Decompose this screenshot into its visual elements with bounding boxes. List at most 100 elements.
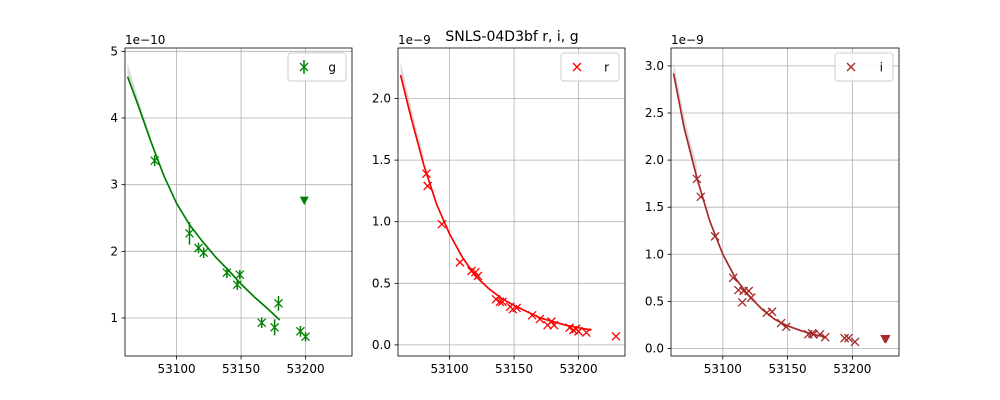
x-marker-stroke	[710, 231, 720, 241]
data-point	[535, 314, 545, 324]
x-marker-stroke	[222, 268, 232, 278]
x-marker-stroke	[746, 293, 756, 303]
grid	[398, 48, 625, 356]
x-marker-stroke	[844, 333, 853, 343]
x-marker-stroke	[535, 314, 545, 324]
x-marker-stroke	[850, 337, 860, 347]
axes-frame	[124, 47, 353, 357]
upper-limit-marker	[881, 335, 891, 344]
y-tick-label: 1.0	[372, 215, 391, 229]
x-marker-stroke	[809, 329, 818, 339]
legend-marker	[299, 60, 309, 74]
x-marker-stroke	[491, 294, 501, 304]
x-marker-stroke	[194, 243, 203, 253]
grid	[671, 48, 899, 356]
data-point	[776, 318, 786, 328]
y-tick-label: 2	[110, 244, 118, 258]
y-tick-label: 2.0	[372, 92, 391, 106]
ticks: 53100 53150 53200 1 2 3 4 5	[110, 44, 324, 376]
x-marker-stroke	[728, 273, 738, 283]
data-point	[840, 333, 850, 343]
legend-label: r	[604, 61, 609, 75]
plot-area	[399, 61, 621, 341]
legend-box	[834, 52, 894, 82]
data-point	[473, 271, 483, 281]
x-marker-stroke	[473, 271, 483, 281]
data-point	[767, 307, 777, 317]
data-point	[611, 331, 621, 341]
legend-label: g	[328, 61, 336, 75]
y-offset-label: 1e−10	[125, 33, 165, 47]
x-marker-stroke	[767, 307, 777, 317]
x-marker-stroke	[776, 318, 786, 328]
data-point	[491, 294, 501, 304]
x-marker-stroke	[611, 331, 621, 341]
data-point	[498, 297, 507, 307]
ticks: 53100 53150 53200 0.0 0.5 1.0 1.5 2.0 2.5 3.0	[645, 59, 872, 376]
y-tick-label: 0.5	[372, 276, 391, 290]
model-curve-r	[399, 74, 592, 331]
data-point	[495, 297, 505, 307]
x-marker-stroke	[257, 318, 267, 328]
data-point	[527, 310, 537, 320]
data-point	[696, 192, 706, 202]
x-marker-stroke	[733, 285, 743, 295]
x-marker-stroke	[744, 286, 754, 296]
data-point	[421, 169, 431, 179]
x-marker-stroke	[498, 297, 507, 307]
data-point	[270, 319, 280, 336]
x-tick-label: 53150	[495, 362, 533, 376]
x-tick-label: 53150	[222, 362, 260, 376]
x-marker-stroke	[815, 329, 825, 339]
data-point	[235, 270, 245, 280]
data-point	[781, 322, 791, 332]
data-point	[746, 293, 756, 303]
data-point	[301, 332, 311, 342]
x-marker-stroke	[495, 297, 505, 307]
data-point	[692, 174, 702, 184]
data-point	[844, 333, 853, 343]
y-tick-label: 0.0	[645, 341, 664, 355]
y-tick-label: 1.5	[372, 153, 391, 167]
legend: r	[560, 52, 620, 82]
data-point	[199, 247, 209, 258]
y-tick-label: 4	[110, 111, 118, 125]
y-tick-label: 1	[110, 311, 118, 325]
data-point	[728, 273, 738, 283]
data-point	[574, 326, 584, 336]
data-point	[257, 317, 267, 328]
data-point	[512, 303, 522, 313]
x-marker-stroke	[581, 328, 591, 338]
y-tick-label: 0.5	[645, 294, 664, 308]
x-marker-stroke	[568, 325, 578, 335]
subplot-i: 53100 53150 53200 0.0 0.5 1.0 1.5 2.0 2.5 3.0 1e−9…	[645, 33, 900, 376]
legend: i	[834, 52, 894, 82]
model-uncertainty-band	[400, 61, 424, 166]
legend-marker	[846, 62, 856, 72]
upper-limit-marker	[299, 196, 309, 206]
x-tick-label: 53200	[833, 362, 871, 376]
x-marker-stroke	[840, 333, 850, 343]
y-tick-label: 5	[110, 44, 118, 58]
x-marker-stroke	[549, 320, 559, 330]
model-uncertainty-band	[673, 61, 697, 178]
data-point	[820, 332, 830, 342]
plot-area	[126, 63, 311, 342]
x-marker-stroke	[301, 332, 311, 342]
legend-box	[287, 52, 347, 82]
subplot-g: 53100 53150 53200 1 2 3 4 5 1e−10 g	[110, 33, 353, 376]
legend: g	[287, 52, 347, 82]
data-point	[850, 337, 860, 347]
data-point	[809, 329, 818, 339]
y-tick-label: 1.5	[645, 200, 664, 214]
x-tick-label: 53100	[430, 362, 468, 376]
data-point	[815, 329, 825, 339]
subplot-r: 53100 53150 53200 0.0 0.5 1.0 1.5 2.0 1e−9 r	[372, 33, 626, 376]
legend-box	[560, 52, 620, 82]
data-point	[737, 297, 747, 307]
data-point	[274, 296, 283, 311]
y-offset-label: 1e−9	[671, 33, 704, 47]
x-tick-label: 53100	[157, 362, 195, 376]
x-marker-stroke	[150, 156, 160, 166]
